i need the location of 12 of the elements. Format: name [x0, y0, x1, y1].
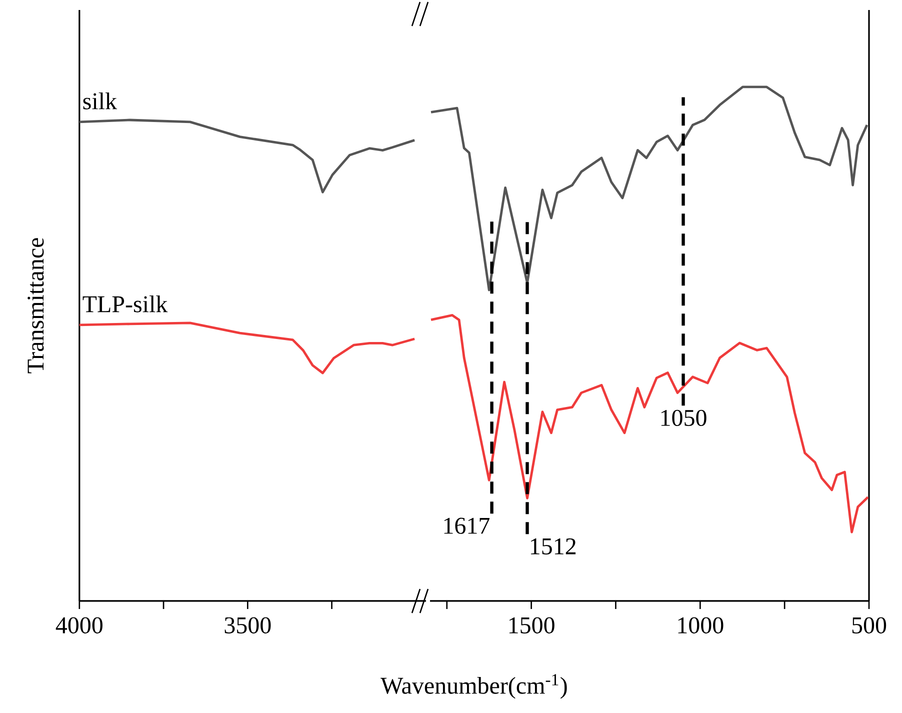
ref-line-label: 1050	[661, 410, 706, 426]
x-tick-label: 1500	[509, 617, 554, 634]
ref-line-label: 1512	[530, 538, 576, 554]
ref-line-label: 1617	[444, 518, 490, 534]
x-tick-label: 1000	[678, 617, 724, 634]
x-axis-title: Wavenumber(cm$^{-1}$)	[380, 674, 567, 699]
x-tick-label: 500	[852, 617, 886, 634]
series-label: TLP-silk	[82, 295, 168, 312]
y-axis-title: Transmittance	[28, 238, 44, 374]
x-tick-label: 3500	[224, 617, 271, 634]
x-tick-label: 4000	[56, 617, 102, 634]
series-label: silk	[83, 92, 118, 110]
